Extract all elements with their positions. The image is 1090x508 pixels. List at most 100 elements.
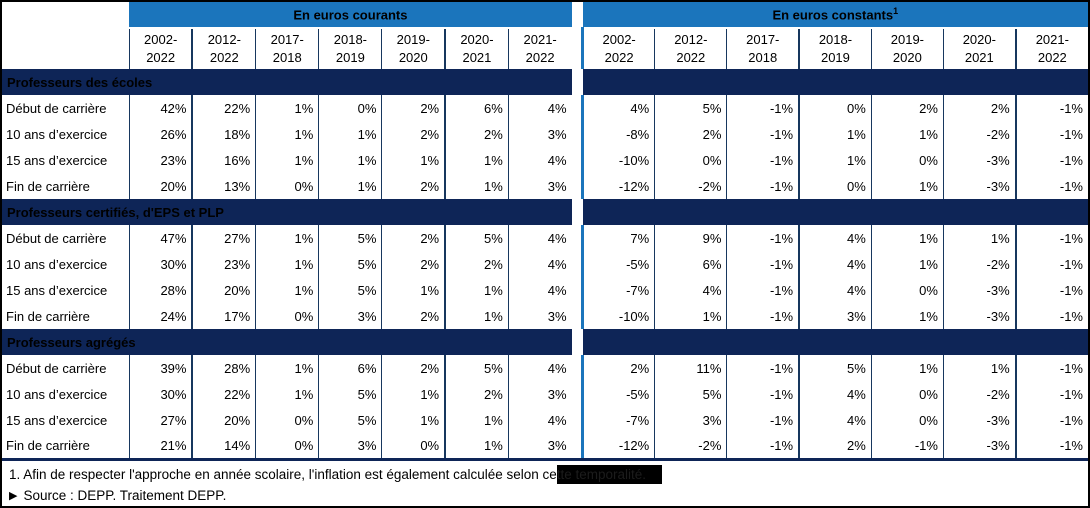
value-cell-courants: 4% (507, 95, 572, 121)
value-cell-constants: -1% (1014, 251, 1088, 277)
value-cell-courants: 4% (507, 277, 572, 303)
value-cell-constants: -1% (1014, 225, 1088, 251)
value-cell-constants: 1% (942, 225, 1016, 251)
row-label: Fin de carrière (2, 433, 130, 461)
value-cell-constants: 2% (798, 433, 872, 461)
value-cell-courants: 3% (507, 173, 572, 199)
row-label: 10 ans d’exercice (6, 256, 108, 272)
value-cell-courants: 1% (255, 381, 319, 407)
value-cell-constants: 11% (654, 355, 727, 381)
period-header-courants-4: 2018- 2019 (318, 28, 382, 69)
value-cell-constants: -1% (726, 251, 800, 277)
corner-cell (2, 2, 130, 69)
value-cell-constants: -1% (726, 95, 800, 121)
value-cell-courants: 14% (191, 433, 256, 461)
period-header-courants-5: 2019- 2020 (381, 28, 446, 69)
value-cell-courants: 16% (191, 147, 256, 173)
period-header-courants-2: 2012- 2022 (191, 28, 256, 69)
value-cell-courants: 30% (128, 381, 193, 407)
value-cell-courants: 23% (191, 251, 256, 277)
value-cell-courants: 22% (191, 95, 256, 121)
value-cell-courants: 0% (255, 433, 319, 461)
section-band-right (582, 199, 1088, 225)
value-cell-courants: 1% (255, 225, 319, 251)
column-spacer (571, 303, 583, 329)
value-cell-constants: -1% (1014, 95, 1088, 121)
value-cell-constants: 1% (870, 121, 944, 147)
column-spacer (571, 28, 583, 69)
value-cell-constants: -1% (1014, 407, 1088, 433)
value-cell-constants: -1% (1014, 147, 1088, 173)
value-cell-courants: 20% (191, 407, 256, 433)
section-title-1: Professeurs des écoles (2, 69, 572, 95)
value-cell-constants: -1% (1014, 277, 1088, 303)
value-cell-constants: -1% (1014, 355, 1088, 381)
salary-evolution-table: En euros courants En euros constants1 20… (2, 2, 1088, 461)
value-cell-constants: 2% (870, 95, 944, 121)
table-row: Fin de carrière 20% 13% 0% 1% 2% 1% 3% -12% -2% -1… (2, 173, 1088, 199)
value-cell-courants: 5% (444, 355, 509, 381)
value-cell-courants: 3% (318, 433, 382, 461)
footnote: 1. Afin de respecter l'approche en année… (2, 461, 1088, 485)
section-band-row: Professeurs certifiés, d'EPS et PLP (2, 199, 1088, 225)
row-label: 10 ans d’exercice (6, 126, 108, 142)
value-cell-courants: 1% (318, 173, 382, 199)
value-cell-courants: 1% (444, 303, 509, 329)
value-cell-courants: 1% (381, 381, 446, 407)
period-header-constants-4: 2018- 2019 (798, 28, 872, 69)
row-label: 15 ans d’exercice (6, 282, 108, 298)
value-cell-courants: 6% (444, 95, 509, 121)
period-header-courants-6: 2020- 2021 (444, 28, 509, 69)
section-band-right (582, 329, 1088, 355)
value-cell-constants: -1% (1014, 173, 1088, 199)
period-header-constants-6: 2020- 2021 (942, 28, 1016, 69)
value-cell-courants: 22% (191, 381, 256, 407)
value-cell-courants: 2% (444, 121, 509, 147)
group-header-constants-sup: 1 (893, 6, 899, 17)
value-cell-courants: 21% (128, 433, 193, 461)
value-cell-courants: 4% (507, 251, 572, 277)
value-cell-constants: 0% (798, 95, 872, 121)
section-band-right (582, 69, 1088, 95)
period-header-constants-2: 2012- 2022 (654, 28, 727, 69)
value-cell-constants: 1% (798, 147, 872, 173)
table-row: Début de carrière 42% 22% 1% 0% 2% 6% 4% 4% 5% -1%… (2, 95, 1088, 121)
table-row: 15 ans d’exercice 27% 20% 0% 5% 1% 1% 4% -7% 3% -1… (2, 407, 1088, 433)
value-cell-constants: -3% (942, 147, 1016, 173)
column-spacer (571, 329, 583, 355)
value-cell-courants: 2% (381, 303, 446, 329)
value-cell-constants: 5% (654, 381, 727, 407)
value-cell-courants: 5% (318, 251, 382, 277)
value-cell-constants: 1% (870, 355, 944, 381)
group-header-row: En euros courants En euros constants1 (2, 2, 1088, 69)
footnote-redacted-text: tte temporalité. (556, 464, 663, 484)
value-cell-constants: 0% (798, 173, 872, 199)
value-cell-courants: 1% (444, 277, 509, 303)
period-header-row: 2002- 2022 2012- 2022 2017- 2018 2018- 2019 2019… (2, 28, 1088, 69)
value-cell-courants: 20% (191, 277, 256, 303)
value-cell-constants: -7% (581, 277, 655, 303)
value-cell-courants: 0% (255, 173, 319, 199)
column-spacer (571, 121, 583, 147)
column-spacer (571, 2, 583, 28)
value-cell-constants: -1% (1014, 303, 1088, 329)
value-cell-courants: 1% (381, 277, 446, 303)
column-spacer (571, 95, 583, 121)
value-cell-courants: 2% (444, 381, 509, 407)
value-cell-constants: 4% (798, 251, 872, 277)
value-cell-courants: 3% (318, 303, 382, 329)
value-cell-constants: -7% (581, 407, 655, 433)
value-cell-constants: -2% (654, 173, 727, 199)
value-cell-courants: 28% (128, 277, 193, 303)
column-spacer (571, 355, 583, 381)
value-cell-constants: 1% (942, 355, 1016, 381)
table-row: 15 ans d’exercice 23% 16% 1% 1% 1% 1% 4% -10% 0% -… (2, 147, 1088, 173)
value-cell-courants: 42% (128, 95, 193, 121)
value-cell-constants: 0% (870, 147, 944, 173)
value-cell-courants: 26% (128, 121, 193, 147)
value-cell-constants: 3% (654, 407, 727, 433)
value-cell-courants: 5% (318, 225, 382, 251)
value-cell-constants: 6% (654, 251, 727, 277)
row-label: Début de carrière (6, 100, 107, 116)
value-cell-courants: 1% (255, 277, 319, 303)
